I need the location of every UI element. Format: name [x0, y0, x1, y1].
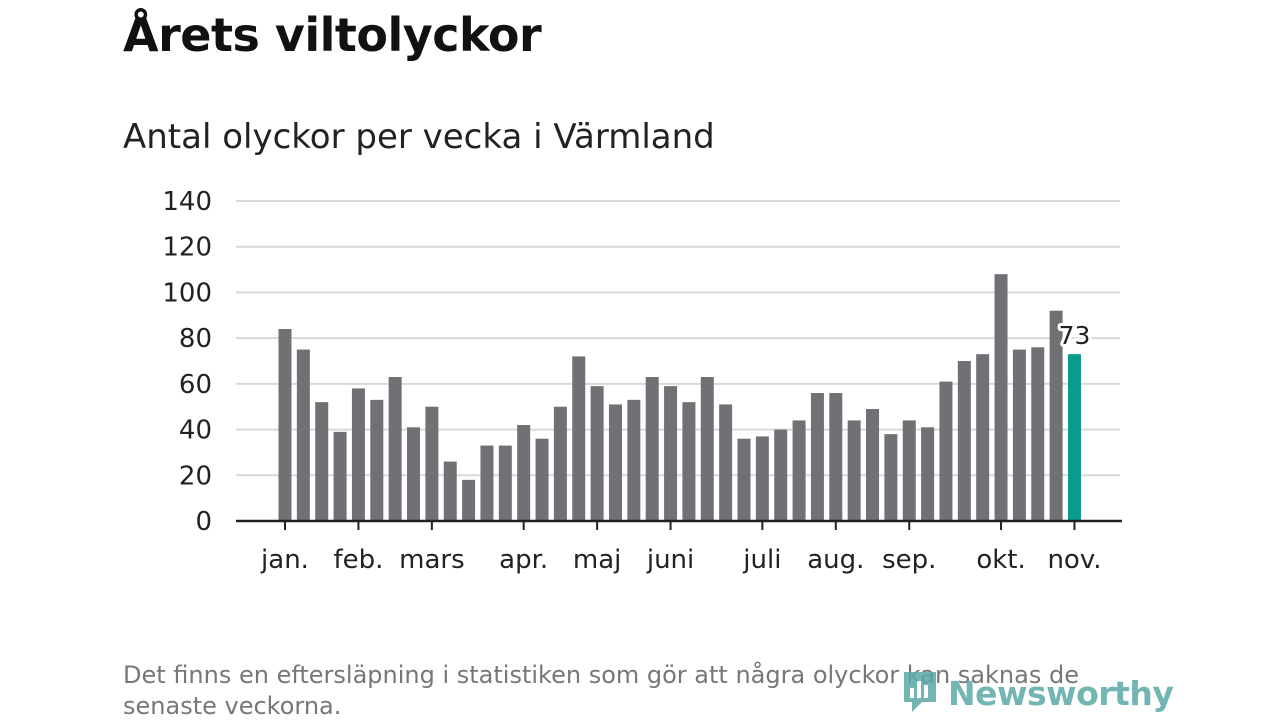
logo-text: Newsworthy	[948, 673, 1174, 713]
bar	[884, 434, 898, 521]
bar	[1049, 310, 1063, 521]
bar	[535, 438, 549, 521]
bar	[480, 445, 494, 521]
bar	[774, 429, 788, 521]
bar	[1031, 347, 1045, 521]
bar	[994, 274, 1008, 521]
bar	[921, 427, 935, 521]
bar	[847, 420, 861, 521]
newsworthy-logo: Newsworthy	[900, 668, 1174, 718]
bar	[627, 399, 641, 521]
bar	[1012, 349, 1026, 521]
y-tick-label: 140	[162, 187, 212, 217]
bar	[902, 420, 916, 521]
bar	[425, 406, 439, 521]
bar	[829, 393, 843, 521]
x-tick-label: maj	[573, 545, 621, 575]
y-tick-label: 40	[179, 416, 212, 446]
x-tick-label: aug.	[807, 545, 864, 575]
bar	[278, 329, 292, 521]
bar	[315, 402, 329, 521]
y-tick-label: 120	[162, 233, 212, 263]
x-axis-ticks: jan. feb. mars apr. maj juni juli aug. sep. okt. n…	[260, 521, 1101, 575]
bar	[682, 402, 696, 521]
bar	[792, 420, 806, 521]
bar	[572, 356, 586, 521]
x-tick-label: juni	[646, 545, 694, 575]
x-tick-label: sep.	[882, 545, 936, 575]
bar	[388, 377, 402, 521]
x-tick-label: juli	[742, 545, 781, 575]
x-tick-label: mars	[399, 545, 465, 575]
bars	[278, 274, 1081, 521]
y-axis-ticks: 0 20 40 60 80 100 120 140	[162, 187, 212, 537]
x-tick-label: nov.	[1047, 545, 1101, 575]
bar	[719, 404, 733, 521]
bar	[645, 377, 659, 521]
value-label-halo: 73	[1059, 321, 1091, 350]
bar	[351, 388, 365, 521]
y-tick-label: 100	[162, 278, 212, 308]
bar	[957, 361, 971, 521]
bar	[590, 386, 604, 521]
bar	[939, 381, 953, 521]
bar	[810, 393, 824, 521]
bar	[517, 425, 531, 521]
bar	[755, 436, 769, 521]
bar	[498, 445, 512, 521]
x-tick-label: apr.	[499, 545, 548, 575]
bar	[737, 438, 751, 521]
bar	[664, 386, 678, 521]
bar	[700, 377, 714, 521]
bar	[407, 427, 421, 521]
x-tick-label: jan.	[260, 545, 309, 575]
y-tick-label: 20	[179, 461, 212, 491]
chart-title: Årets viltolyckor	[123, 8, 542, 62]
grid-lines	[236, 200, 1120, 477]
bar	[976, 354, 990, 521]
x-tick-label: okt.	[976, 545, 1025, 575]
bar	[608, 404, 622, 521]
value-label: 73	[1059, 321, 1091, 350]
bar	[866, 409, 880, 521]
bar	[296, 349, 310, 521]
bar	[462, 479, 476, 521]
y-tick-label: 60	[179, 370, 212, 400]
bar-chart-icon	[900, 668, 940, 718]
highlight-bar	[1067, 354, 1081, 521]
bar	[443, 461, 457, 521]
y-tick-label: 0	[195, 507, 212, 537]
bar	[370, 399, 384, 521]
bar	[553, 406, 567, 521]
y-tick-label: 80	[179, 324, 212, 354]
chart-subtitle: Antal olyckor per vecka i Värmland	[123, 117, 715, 157]
bar	[333, 431, 347, 521]
x-tick-label: feb.	[333, 545, 383, 575]
